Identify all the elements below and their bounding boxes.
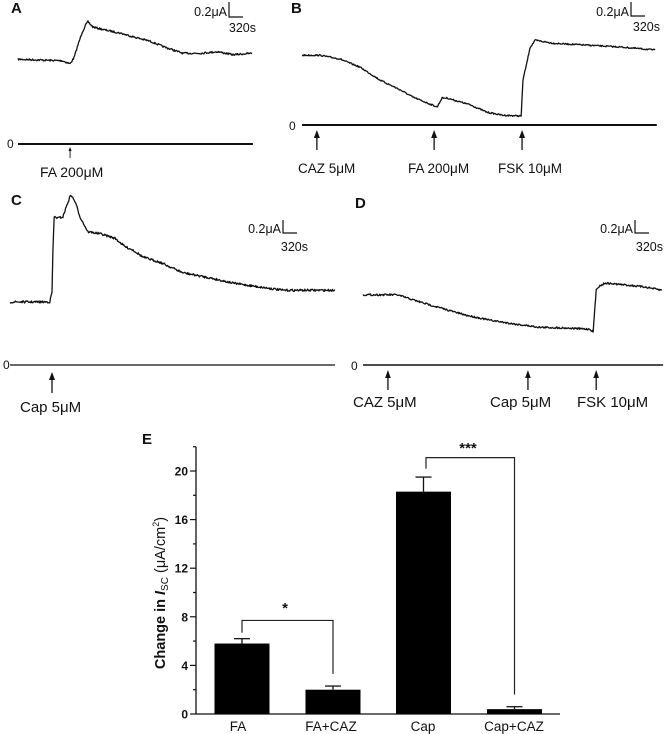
scale-bar-current-label: 0.2μA [596,5,630,19]
scale-bar-time-label: 320s [636,240,663,254]
panel-e-bar-chart: E 0 4 8 12 16 20 Change in ISC (μA/cm2) FA FA… [142,431,560,734]
scale-bar-current-label: 0.2μA [194,5,228,19]
current-trace [17,20,253,65]
scale-bar-lines [634,220,649,234]
scale-bar: 0.2μA 320s [596,2,660,34]
y-tick-label: 0 [181,708,188,722]
scale-bar-time-label: 320s [281,240,308,254]
panel-label-b: B [291,0,302,17]
event-label-cap: Cap 5μM [20,399,81,416]
event-label-fsk: FSK 10μM [577,394,648,411]
y-tick-label: 20 [175,465,189,479]
zero-label: 0 [289,119,296,133]
bar [396,491,451,714]
bars [214,476,542,714]
arrowhead-icon [519,130,526,138]
significance-bracket [241,619,334,674]
y-axis-label: Change in ISC (μA/cm2) [151,517,171,669]
zero-label: 0 [7,137,14,151]
arrowhead-icon [68,147,72,151]
panel-label-c: C [11,192,22,209]
arrowhead-icon [49,372,55,380]
bar [487,709,542,714]
scale-bar-current-label: 0.2μA [600,222,634,236]
y-tick-label: 4 [181,659,188,673]
bar [214,643,270,714]
bar [305,689,361,714]
current-trace [301,39,656,118]
x-tick-label-fa: FA [230,719,247,734]
arrowhead-icon [525,370,531,378]
event-label-caz: CAZ 5μM [353,394,417,411]
current-trace [9,194,336,304]
panel-d: D 0.2μA 320s 0 CAZ 5μM Cap 5μM FSK 10μM [351,195,664,411]
panel-label-a: A [11,0,22,17]
scale-bar-lines [228,2,243,18]
x-tick-label-cap: Cap [411,719,436,734]
scale-bar-time-label: 320s [229,21,256,35]
zero-label: 0 [3,358,10,372]
panel-c: C 0.2μA 320s 0 Cap 5μM [3,192,336,416]
significance-bracket [425,457,516,695]
arrowhead-icon [385,370,391,378]
panel-label-d: D [355,195,366,212]
scale-bar: 0.2μA 320s [248,220,308,254]
scale-bar: 0.2μA 320s [600,220,663,254]
panel-label-e: E [142,431,152,448]
y-tick-label: 16 [175,513,189,527]
significance-brackets [241,457,516,695]
event-label-fa: FA 200μM [408,161,469,176]
x-tick-label-cap-caz: Cap+CAZ [484,719,544,734]
event-label-fa: FA 200μM [40,164,103,180]
arrowhead-icon [313,130,320,138]
arrowhead-icon [593,370,599,378]
zero-label: 0 [351,359,358,373]
event-label-fsk: FSK 10μM [498,161,562,176]
significance-label-triple: *** [459,440,477,457]
panel-b: B 0.2μA 320s 0 CAZ 5μM FA 200μM FSK 10μM [289,0,660,176]
panel-a: A 0.2μA 320s 0 FA 200μM [7,0,256,180]
significance-label-single: * [282,600,288,617]
scale-bar-time-label: 320s [633,20,660,34]
event-label-caz: CAZ 5μM [298,161,355,176]
scale-bar-current-label: 0.2μA [248,222,282,236]
y-tick-label: 12 [175,562,189,576]
scale-bar-lines [282,220,297,234]
current-trace [362,281,663,333]
scale-bar: 0.2μA 320s [194,2,256,35]
event-label-cap: Cap 5μM [490,394,551,411]
x-tick-label-fa-caz: FA+CAZ [305,719,356,734]
arrowhead-icon [431,130,438,138]
y-tick-label: 8 [181,610,188,624]
scale-bar-lines [630,2,645,17]
